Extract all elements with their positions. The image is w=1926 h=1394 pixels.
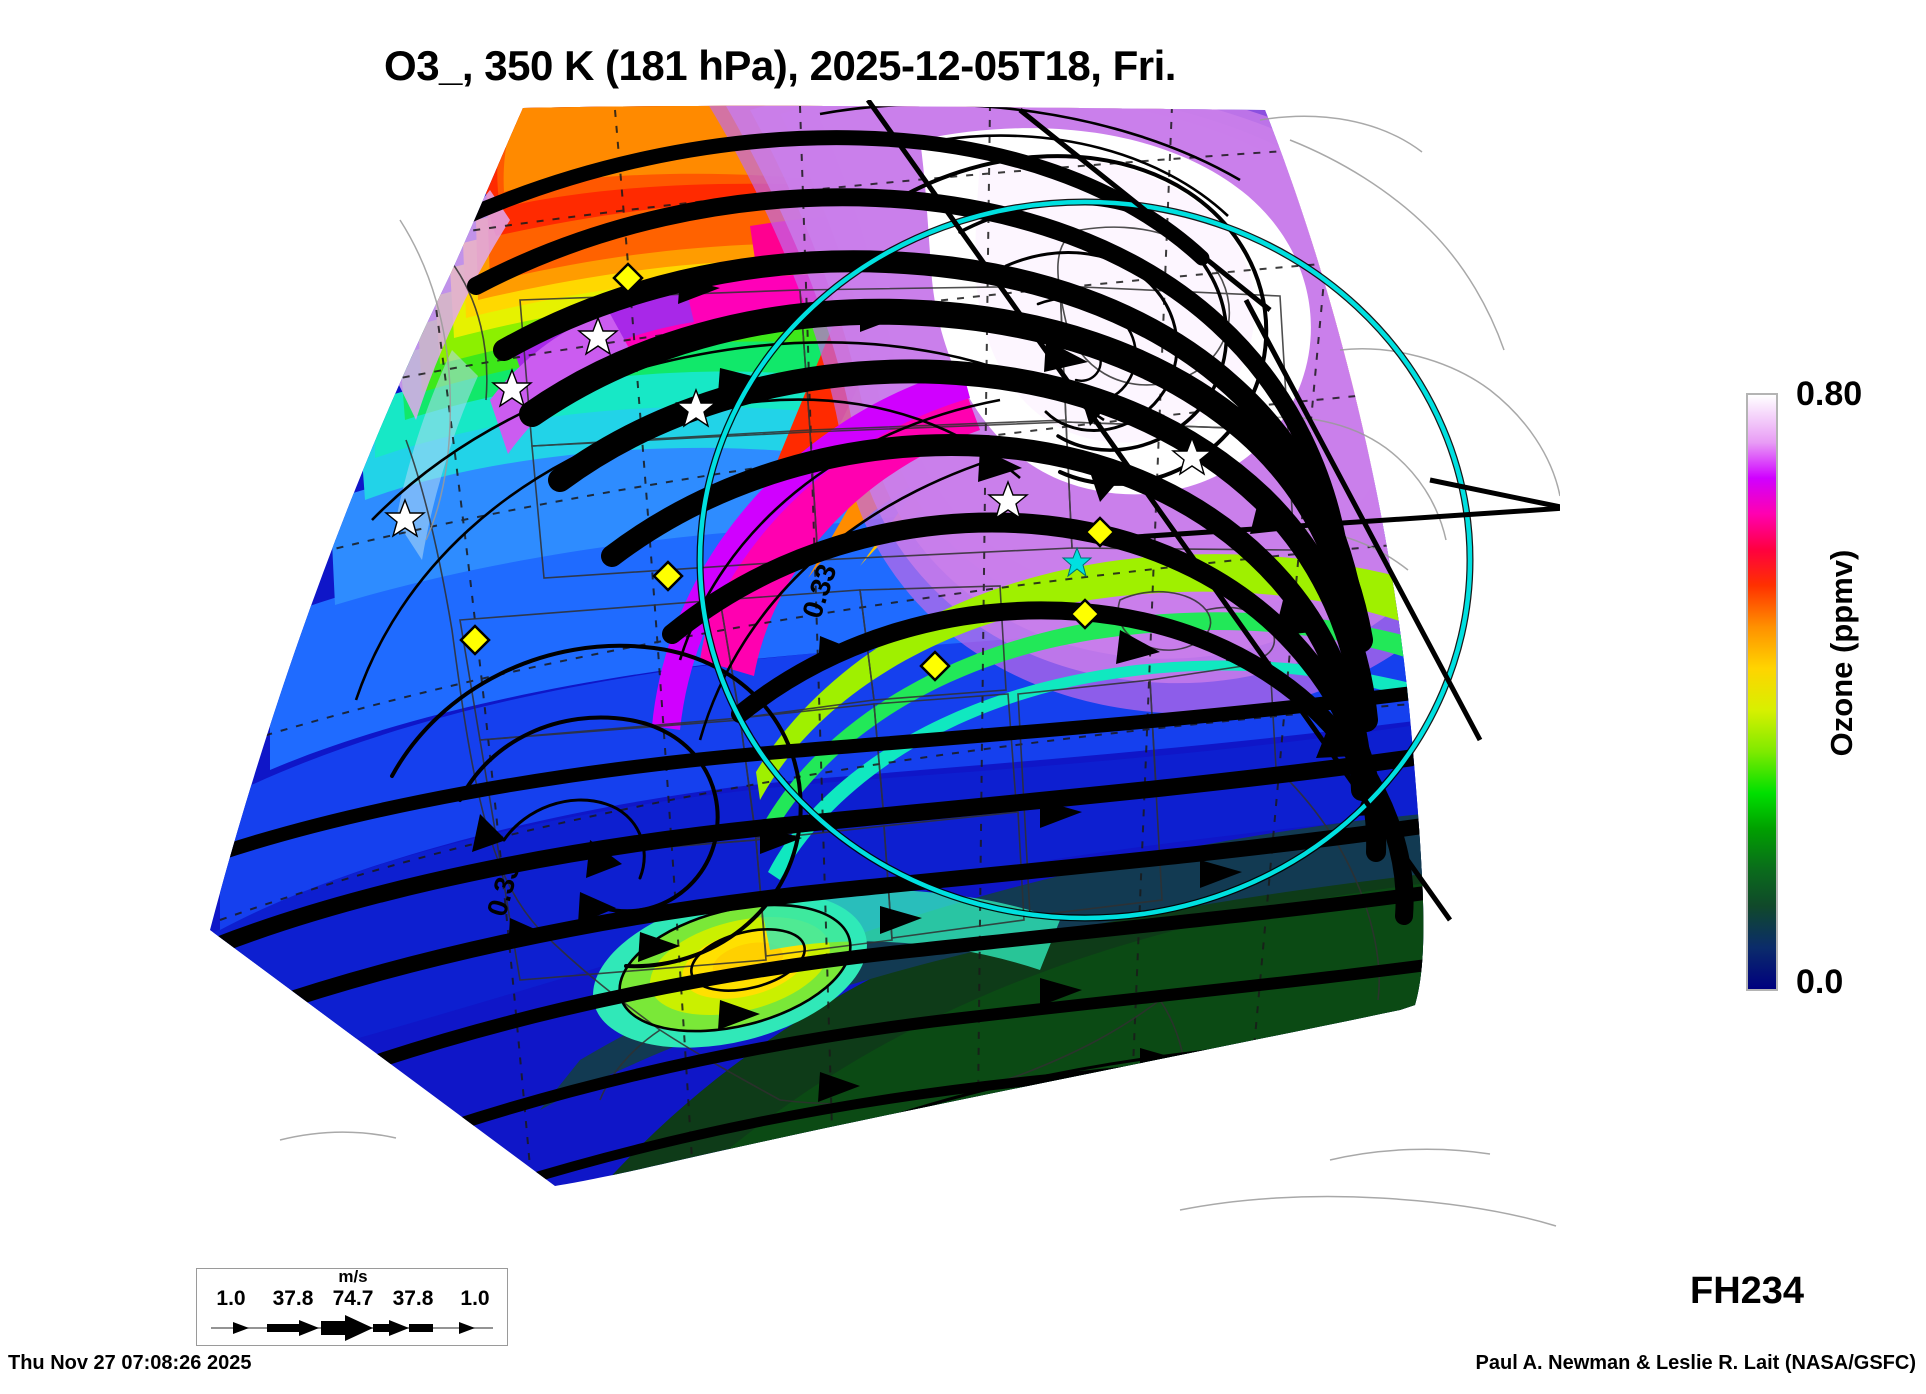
generation-timestamp: Thu Nov 27 07:08:26 2025 <box>8 1352 252 1374</box>
colorbar-frame <box>1746 393 1778 991</box>
wind-legend-value-5: 1.0 <box>460 1287 490 1310</box>
colorbar-max-label: 0.80 <box>1796 375 1863 413</box>
wind-streamlines <box>210 130 1424 1186</box>
wind-legend-value-3: 74.7 <box>332 1287 374 1310</box>
cyan-range-circle <box>696 198 1474 922</box>
station-markers[interactable] <box>384 262 1213 682</box>
colorbar-min-label: 0.0 <box>1796 963 1844 1001</box>
wind-legend-value-2: 37.8 <box>272 1287 314 1310</box>
outside-coastlines <box>279 115 1560 1227</box>
yellow-diamond-marker <box>459 262 1116 682</box>
page-title: O3_, 350 K (181 hPa), 2025-12-05T18, Fri… <box>384 42 1176 89</box>
author-credit: Paul A. Newman & Leslie R. Lait (NASA/GS… <box>1475 1352 1916 1374</box>
wind-legend-value-4: 37.8 <box>392 1287 434 1310</box>
colorbar-gradient <box>1748 395 1776 989</box>
wind-legend-arrows <box>211 1315 493 1341</box>
cyan-station-marker <box>1061 546 1093 578</box>
map-plot-area[interactable]: 0.33 0.33 <box>160 100 1560 1240</box>
forecast-hour-label: FH234 <box>1690 1270 1805 1312</box>
white-star-marker <box>384 316 1213 538</box>
wind-legend-value-1: 1.0 <box>216 1287 246 1310</box>
wind-speed-legend: m/s 1.0 37.8 74.7 37.8 1.0 <box>196 1267 508 1346</box>
colorbar-axis-title: Ozone (ppmv) <box>1824 549 1859 757</box>
colorbar: 0.80 0.0 Ozone (ppmv) <box>1740 375 1920 1005</box>
flight-track-lines <box>865 100 1560 922</box>
wind-legend-unit: m/s <box>338 1267 368 1286</box>
